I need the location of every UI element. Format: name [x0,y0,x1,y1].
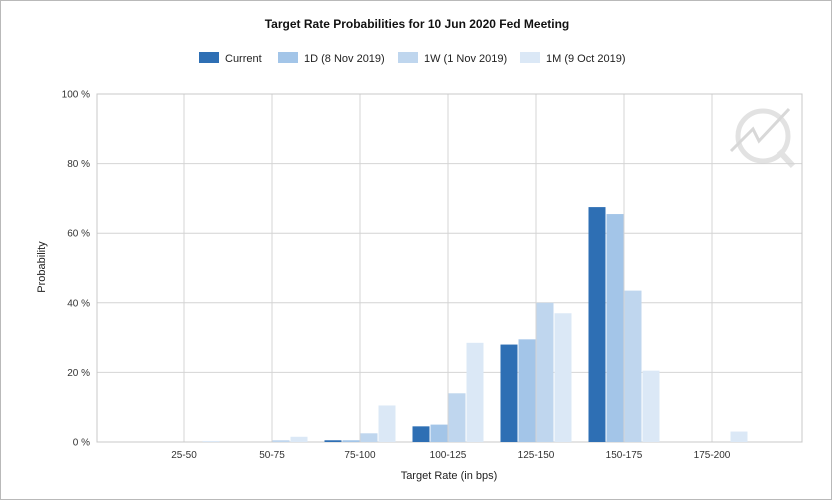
bar [290,436,308,442]
bar [324,440,342,442]
x-tick-label: 150-175 [606,450,643,461]
bars [202,207,748,442]
legend-label: 1D (8 Nov 2019) [304,53,385,65]
y-axis-label: Probability [36,241,48,293]
x-tick-label: 125-150 [518,450,555,461]
x-axis-label: Target Rate (in bps) [401,470,498,482]
x-tick-label: 50-75 [259,450,285,461]
bar [536,302,554,442]
bar [412,426,430,442]
grid-lines [96,93,803,443]
bar [624,290,642,442]
bar [554,313,572,442]
bar [466,342,484,442]
bar [342,440,360,442]
bar [500,344,518,442]
x-tick-label: 75-100 [344,450,376,461]
legend-label: Current [225,53,262,65]
x-axis-ticks: 25-50 50-75 75-100 100-125 125-150 150-175 175… [171,450,731,461]
y-tick-label: 40 % [67,298,90,309]
bar [378,405,396,442]
legend-label: 1W (1 Nov 2019) [424,53,507,65]
x-tick-label: 175-200 [694,450,731,461]
legend-label: 1M (9 Oct 2019) [546,53,625,65]
y-tick-label: 80 % [67,159,90,170]
legend-swatch [278,52,298,63]
legend: Current 1D (8 Nov 2019) 1W (1 Nov 2019) 1M … [199,52,625,65]
watermark-logo [729,107,796,169]
y-tick-label: 100 % [62,90,90,101]
y-tick-label: 20 % [67,368,90,379]
bar [606,214,624,442]
bar [588,207,606,442]
legend-swatch [199,52,219,63]
y-axis-ticks: 0 % 20 % 40 % 60 % 80 % 100 % [62,90,90,449]
bar [360,433,378,442]
bar [518,339,536,442]
bar [272,440,290,442]
plot-area-border [96,93,803,443]
bar [202,440,220,442]
bar [642,370,660,442]
x-tick-label: 100-125 [430,450,467,461]
legend-swatch [398,52,418,63]
chart-title: Target Rate Probabilities for 10 Jun 202… [265,17,570,31]
y-tick-label: 60 % [67,229,90,240]
x-tick-label: 25-50 [171,450,197,461]
bar [448,393,466,442]
y-tick-label: 0 % [73,438,90,449]
bar [430,424,448,442]
bar [730,431,748,442]
legend-swatch [520,52,540,63]
